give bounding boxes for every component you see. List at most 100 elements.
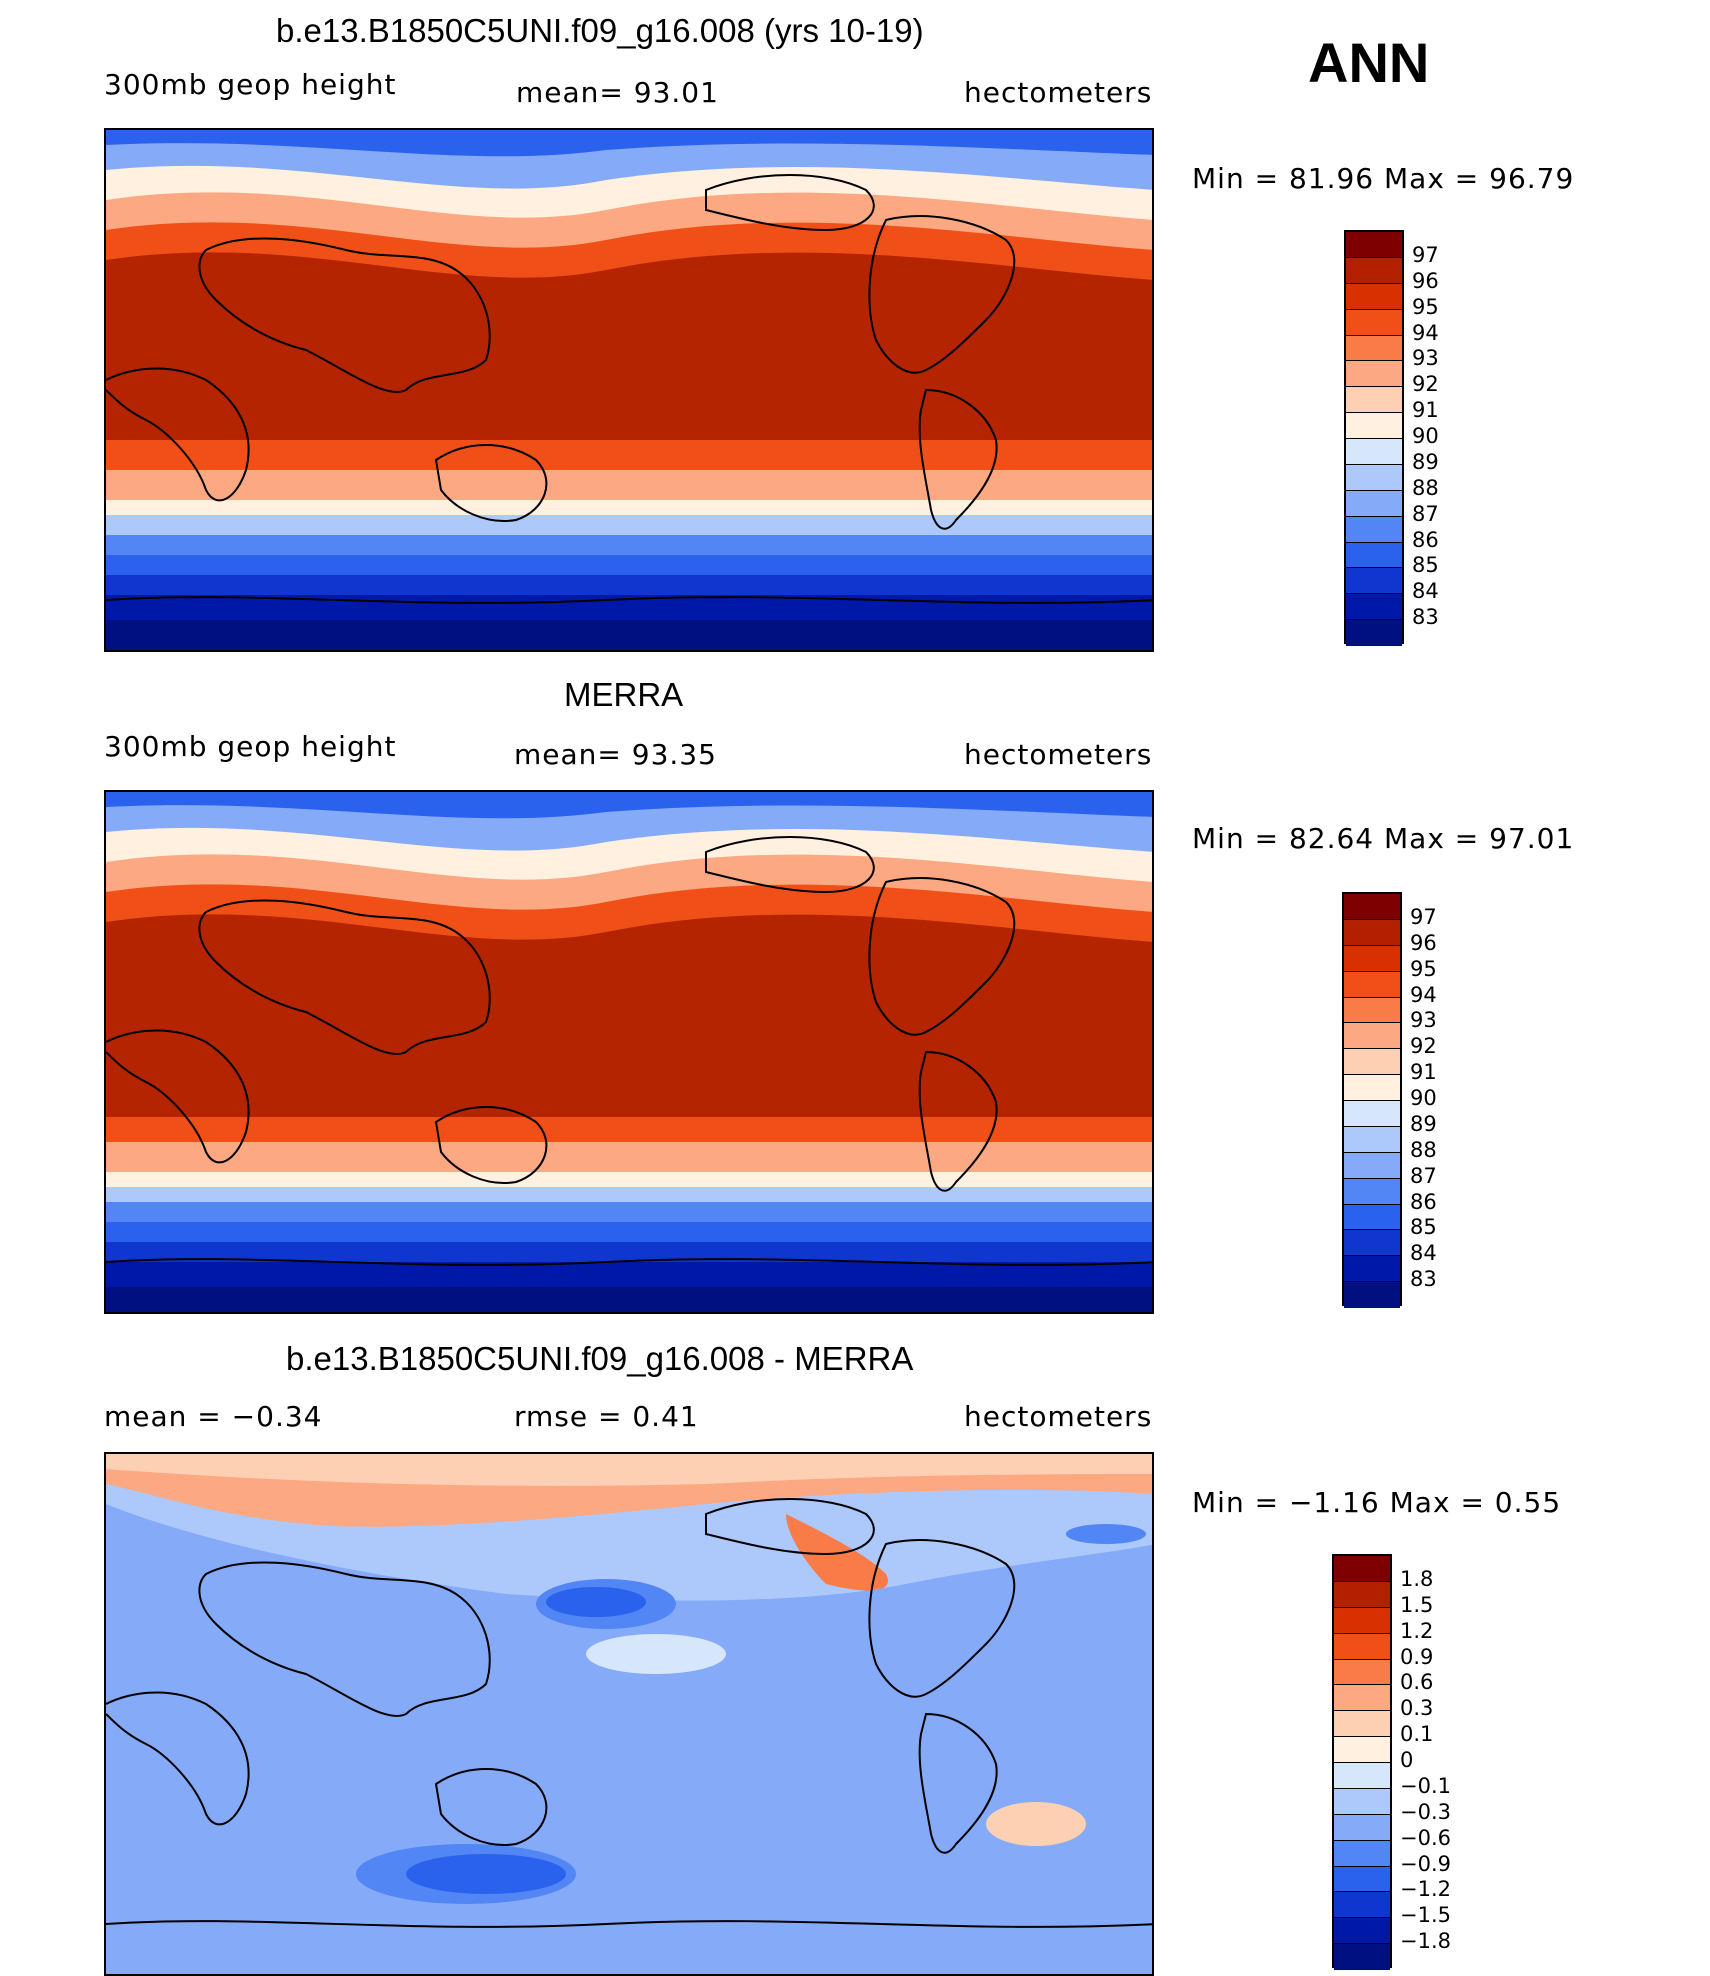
coastlines <box>106 1498 1152 1928</box>
colorbar-swatch <box>1334 1633 1390 1660</box>
colorbar-swatch <box>1334 1944 1390 1970</box>
panel-model-title: b.e13.B1850C5UNI.f09_g16.008 (yrs 10-19) <box>276 12 924 49</box>
colorbar-swatch <box>1344 1152 1400 1179</box>
panel-model-field <box>106 130 1152 650</box>
colorbar-label: −1.8 <box>1400 1929 1451 1954</box>
colorbar-label: −0.6 <box>1400 1825 1451 1850</box>
colorbar-swatch <box>1334 1814 1390 1841</box>
colorbar-swatch <box>1344 1256 1400 1283</box>
colorbar-swatch <box>1344 919 1400 946</box>
colorbar-diff <box>1332 1554 1392 1970</box>
colorbar-swatch <box>1346 439 1402 465</box>
panel-obs-variable: 300mb geop height <box>104 730 397 763</box>
colorbar-label: 90 <box>1410 1086 1437 1110</box>
colorbar-swatch <box>1334 1659 1390 1686</box>
panel-diff-minmax: Min = −1.16 Max = 0.55 <box>1192 1486 1562 1519</box>
colorbar-model <box>1344 230 1404 646</box>
coastlines <box>106 836 1152 1266</box>
colorbar-swatch <box>1334 1918 1390 1945</box>
panel-obs-units: hectometers <box>964 738 1153 771</box>
panel-obs-title: MERRA <box>564 676 684 713</box>
colorbar-label: 0.9 <box>1400 1644 1434 1669</box>
colorbar-swatch <box>1346 387 1402 414</box>
colorbar-swatch <box>1334 1685 1390 1712</box>
colorbar-label: 92 <box>1410 1034 1437 1059</box>
colorbar-label: 0.6 <box>1400 1670 1434 1695</box>
colorbar-swatch <box>1346 257 1402 284</box>
colorbar-label: −1.2 <box>1400 1877 1451 1902</box>
colorbar-label: 1.8 <box>1400 1566 1434 1591</box>
colorbar-label: 95 <box>1410 956 1437 981</box>
colorbar-swatch <box>1346 620 1402 646</box>
colorbar-swatch <box>1346 413 1402 439</box>
colorbar-swatch <box>1344 1126 1400 1153</box>
colorbar-swatch <box>1346 464 1402 491</box>
panel-obs-minmax: Min = 82.64 Max = 97.01 <box>1192 822 1575 855</box>
panel-diff-map <box>104 1452 1154 1976</box>
colorbar-swatch <box>1334 1788 1390 1815</box>
colorbar-swatch <box>1346 490 1402 517</box>
colorbar-swatch <box>1344 945 1400 972</box>
colorbar-swatch <box>1344 1023 1400 1050</box>
colorbar-swatch <box>1334 1607 1390 1634</box>
colorbar-swatch <box>1344 894 1400 920</box>
colorbar-swatch <box>1334 1737 1390 1763</box>
colorbar-label: 83 <box>1412 605 1439 630</box>
colorbar-swatch <box>1344 971 1400 998</box>
colorbar-swatch <box>1346 309 1402 336</box>
colorbar-swatch <box>1334 1840 1390 1867</box>
panel-model-minmax: Min = 81.96 Max = 96.79 <box>1192 162 1575 195</box>
colorbar-label: 97 <box>1412 242 1439 267</box>
colorbar-label: −0.3 <box>1400 1799 1451 1824</box>
panel-model-units: hectometers <box>964 76 1153 109</box>
colorbar-label: −1.5 <box>1400 1903 1451 1928</box>
colorbar-swatch <box>1346 335 1402 362</box>
colorbar-label: 85 <box>1410 1215 1437 1240</box>
colorbar-swatch <box>1346 361 1402 388</box>
colorbar-label: 0 <box>1400 1748 1414 1772</box>
colorbar-swatch <box>1346 232 1402 258</box>
colorbar-label: 95 <box>1412 294 1439 319</box>
colorbar-label: −0.1 <box>1400 1773 1451 1798</box>
colorbar-label: 94 <box>1412 320 1439 345</box>
colorbar-swatch <box>1344 1178 1400 1205</box>
panel-diff-field <box>106 1454 1152 1974</box>
season-label: ANN <box>1308 31 1430 94</box>
colorbar-label: 87 <box>1410 1163 1437 1188</box>
colorbar-swatch <box>1344 997 1400 1024</box>
colorbar-label: 0.1 <box>1400 1722 1434 1747</box>
panel-diff-mean: mean = −0.34 <box>104 1400 323 1433</box>
colorbar-label: 93 <box>1410 1008 1437 1033</box>
colorbar-label: 89 <box>1412 449 1439 474</box>
colorbar-label: 91 <box>1410 1060 1437 1085</box>
colorbar-swatch <box>1344 1282 1400 1308</box>
colorbar-label: 85 <box>1412 553 1439 578</box>
colorbar-swatch <box>1344 1204 1400 1231</box>
colorbar-label: 97 <box>1410 904 1437 929</box>
colorbar-label: 88 <box>1410 1137 1437 1162</box>
colorbar-swatch <box>1334 1892 1390 1919</box>
colorbar-swatch <box>1346 594 1402 621</box>
colorbar-label: 96 <box>1410 930 1437 955</box>
colorbar-label: 0.3 <box>1400 1696 1434 1721</box>
colorbar-label: −0.9 <box>1400 1851 1451 1876</box>
panel-model-variable: 300mb geop height <box>104 68 397 101</box>
colorbar-swatch <box>1344 1101 1400 1127</box>
colorbar-label: 93 <box>1412 346 1439 371</box>
colorbar-swatch <box>1346 516 1402 543</box>
colorbar-label: 1.2 <box>1400 1618 1434 1643</box>
panel-model-mean: mean= 93.01 <box>516 76 719 109</box>
panel-model-map <box>104 128 1154 652</box>
colorbar-label: 89 <box>1410 1111 1437 1136</box>
colorbar-label: 84 <box>1412 579 1439 604</box>
colorbar-label: 91 <box>1412 398 1439 423</box>
colorbar-swatch <box>1334 1711 1390 1738</box>
coastlines <box>106 174 1152 604</box>
colorbar-label: 96 <box>1412 268 1439 293</box>
colorbar-label: 92 <box>1412 372 1439 397</box>
colorbar-label: 88 <box>1412 475 1439 500</box>
colorbar-label: 87 <box>1412 501 1439 526</box>
colorbar-swatch <box>1334 1866 1390 1893</box>
colorbar-swatch <box>1344 1230 1400 1257</box>
colorbar-swatch <box>1344 1049 1400 1076</box>
